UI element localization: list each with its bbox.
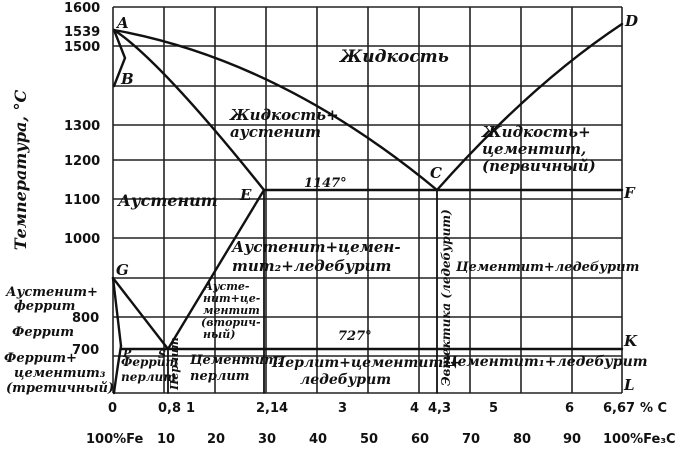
region-pearlite: Перлит: [168, 337, 181, 391]
x2-tick-20: 20: [207, 432, 225, 447]
x2-tick-10: 10: [157, 432, 175, 447]
point-e: E: [239, 186, 252, 204]
y-axis-ticks: 1600 1539 1500 1300 1200 1100 1000 800 7…: [64, 1, 100, 358]
x2-tick-50: 50: [360, 432, 378, 447]
y-tick-1539: 1539: [64, 25, 100, 40]
line-PQ: [112, 344, 123, 395]
x-tick-unit-c: % С: [640, 401, 667, 416]
region-liquid-austenite-2: аустенит: [230, 123, 321, 141]
region-ferrite-pearlite-1: Феррит: [121, 355, 178, 369]
x-tick-1: 1: [186, 401, 195, 416]
peritectic-AB: [112, 28, 127, 88]
point-p: P: [122, 347, 132, 360]
x2-tick-70: 70: [462, 432, 480, 447]
point-c: C: [430, 164, 442, 182]
region-austenite: Аустенит: [117, 191, 218, 210]
point-s: S: [158, 348, 166, 361]
region-aust-cem2-2: нит+це-: [203, 292, 261, 305]
y-tick-1000: 1000: [64, 232, 100, 247]
region-aust-cem2-3: ментит: [203, 304, 260, 317]
region-liquid-cementite-2: цементит,: [482, 140, 586, 158]
x-tick-6: 6: [565, 401, 574, 416]
region-aust-cem-led-2: тит₂+ледебурит: [232, 257, 391, 275]
region-aust-cem2-5: ный): [203, 328, 235, 341]
x-tick-2-14: 2,14: [256, 401, 288, 416]
line-GP: [111, 276, 123, 348]
region-ferrite: Феррит: [12, 325, 74, 340]
point-g: G: [116, 261, 129, 279]
x-tick-6-67: 6,67: [603, 401, 635, 416]
solidus-AE: [112, 28, 266, 192]
point-k: K: [623, 332, 638, 350]
region-pearl-cem-led-1: Перлит+цементит₂+: [271, 355, 461, 371]
region-ferrite-cem3-2: цементит₃: [14, 366, 106, 381]
point-a: A: [115, 14, 129, 32]
region-aust-ferrite-1: Аустенит+: [5, 285, 98, 300]
point-l: L: [623, 376, 635, 394]
region-aust-cem2-1: Аусте-: [203, 280, 250, 293]
x2-tick-80: 80: [513, 432, 531, 447]
region-cem2-pearlite-2: перлит: [190, 369, 250, 384]
point-labels: A B C D E F G K L P S: [115, 12, 638, 394]
x-axis-carbon-ticks: 0 0,8 1 2,14 3 4 4,3 5 6 6,67 % С: [108, 401, 667, 416]
x-tick-0: 0: [108, 401, 117, 416]
phase-lines: [111, 22, 624, 395]
y-tick-1500: 1500: [64, 40, 100, 55]
region-cem2-pearlite-1: Цементит₂: [189, 353, 284, 368]
y-tick-800: 800: [72, 311, 99, 326]
region-aust-cem-led-1: Аустенит+цемен-: [231, 238, 401, 256]
point-f: F: [623, 184, 636, 202]
x2-tick-100fe3c: 100%Fe₃С: [603, 432, 676, 447]
line-ES: [166, 188, 266, 351]
region-aust-cem2-4: (вторич-: [201, 316, 261, 329]
mark-1147: 1147°: [304, 176, 347, 191]
region-liquid-cementite-3: (первичный): [482, 157, 596, 175]
region-liquid: Жидкость: [338, 47, 449, 67]
x2-tick-30: 30: [258, 432, 276, 447]
region-ferrite-pearlite-2: перлит: [121, 370, 176, 384]
liquidus-AC: [112, 28, 439, 192]
x-tick-4-3: 4,3: [428, 401, 451, 416]
x-tick-0-8: 0,8: [158, 401, 181, 416]
y-axis-title: Температура, °С: [11, 89, 30, 250]
y-tick-1300: 1300: [64, 119, 100, 134]
region-aust-ferrite-2: феррит: [14, 299, 75, 314]
region-liquid-cementite-1: Жидкость+: [481, 123, 591, 141]
y-tick-1600: 1600: [64, 1, 100, 16]
x-tick-4: 4: [410, 401, 419, 416]
region-labels: Жидкость Жидкость+ аустенит Жидкость+ це…: [4, 47, 648, 396]
line-GS: [111, 276, 170, 351]
region-eutectic: Эвтектика (ледебурит): [439, 209, 453, 386]
point-d: D: [624, 12, 638, 30]
region-ferrite-cem3-1: Феррит+: [4, 351, 77, 366]
grid: [112, 6, 623, 394]
region-pearl-cem-led-2: ледебурит: [300, 372, 391, 388]
x2-tick-90: 90: [563, 432, 581, 447]
point-b: B: [120, 70, 134, 88]
region-cem-ledeburite-lower: Цементит₁+ледебурит: [443, 354, 648, 370]
x-axis-cementite-ticks: 100%Fe 10 20 30 40 50 60 70 80 90 100%Fe…: [86, 432, 676, 447]
mark-727: 727°: [338, 329, 372, 344]
y-tick-700: 700: [72, 343, 99, 358]
region-ferrite-cem3-3: (третичный): [6, 381, 114, 396]
x2-tick-40: 40: [309, 432, 327, 447]
x-tick-3: 3: [338, 401, 347, 416]
x2-tick-60: 60: [411, 432, 429, 447]
liquidus-CD: [435, 22, 624, 192]
x2-tick-100fe: 100%Fe: [86, 432, 144, 447]
region-cem-ledeburite-upper: Цементит+ледебурит: [455, 260, 639, 275]
region-liquid-austenite-1: Жидкость+: [229, 106, 339, 124]
y-tick-1200: 1200: [64, 154, 100, 169]
y-tick-1100: 1100: [64, 193, 100, 208]
x-tick-5: 5: [489, 401, 498, 416]
